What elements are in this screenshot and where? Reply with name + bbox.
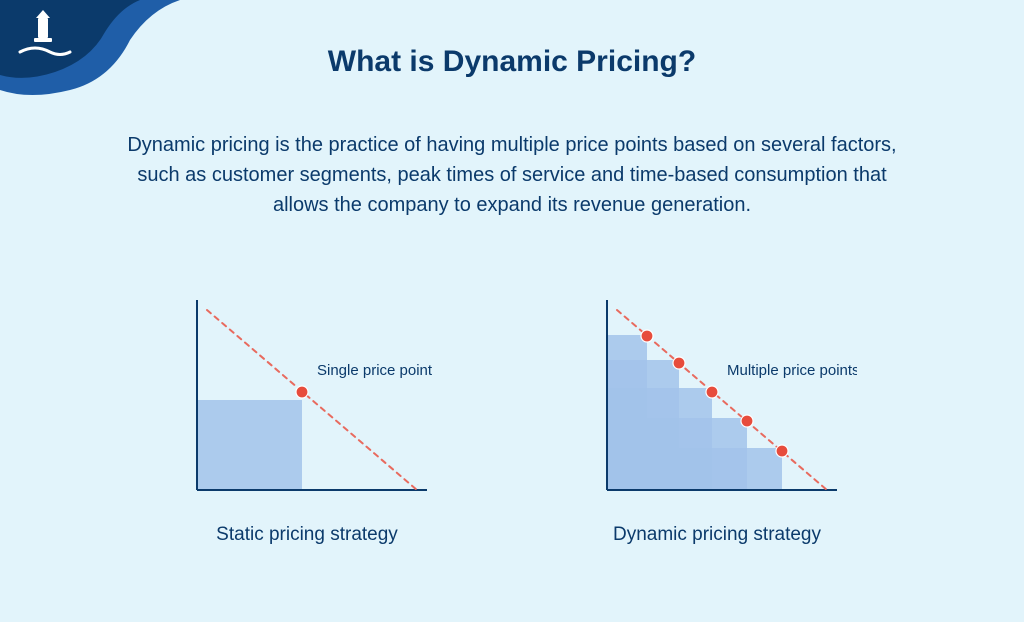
page-title: What is Dynamic Pricing? <box>0 45 1024 79</box>
dynamic-pricing-chart: Multiple price points Dynamic pricing st… <box>577 280 857 546</box>
charts-row: Single price point Static pricing strate… <box>0 280 1024 546</box>
dynamic-chart-caption: Dynamic pricing strategy <box>613 524 821 546</box>
static-chart-caption: Static pricing strategy <box>216 524 398 546</box>
static-chart-svg: Single price point <box>167 280 447 510</box>
dynamic-chart-svg: Multiple price points <box>577 280 857 510</box>
static-pricing-chart: Single price point Static pricing strate… <box>167 280 447 546</box>
chart-annotation: Single price point <box>317 362 433 379</box>
page-description: Dynamic pricing is the practice of havin… <box>110 130 914 220</box>
chart-annotation: Multiple price points <box>727 362 857 379</box>
